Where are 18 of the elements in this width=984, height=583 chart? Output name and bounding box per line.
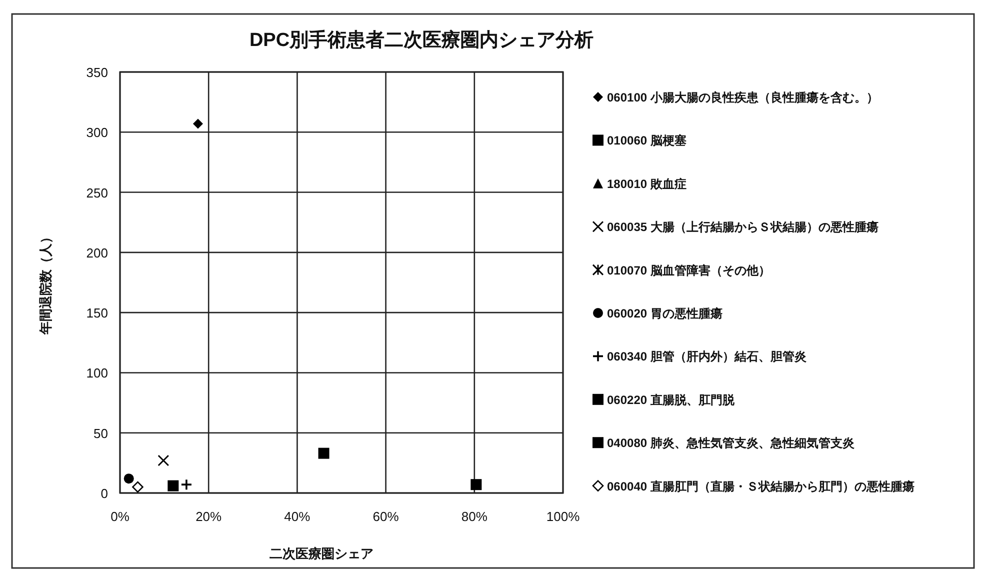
- x-tick-label: 80%: [461, 509, 488, 524]
- legend-label: 010060 脳梗塞: [607, 134, 686, 148]
- x-tick-label: 40%: [284, 509, 311, 524]
- x-tick-label: 100%: [546, 509, 580, 524]
- y-tick-label: 50: [94, 426, 108, 441]
- y-tick-label: 300: [86, 125, 108, 140]
- y-axis-title: 年間退院数（人）: [38, 230, 53, 336]
- y-tick-label: 150: [86, 306, 108, 321]
- x-axis-title: 二次医療圏シェア: [270, 546, 374, 561]
- y-tick-label: 350: [86, 65, 108, 80]
- x-tick-label: 20%: [196, 509, 222, 524]
- chart-title: DPC別手術患者二次医療圏内シェア分析: [249, 29, 594, 51]
- x-tick-label: 60%: [372, 509, 400, 524]
- y-tick-label: 0: [100, 486, 108, 501]
- y-tick-label: 100: [86, 366, 108, 381]
- y-tick-label: 200: [86, 245, 108, 260]
- x-tick-label: 0%: [110, 509, 130, 524]
- y-tick-label: 250: [86, 185, 108, 200]
